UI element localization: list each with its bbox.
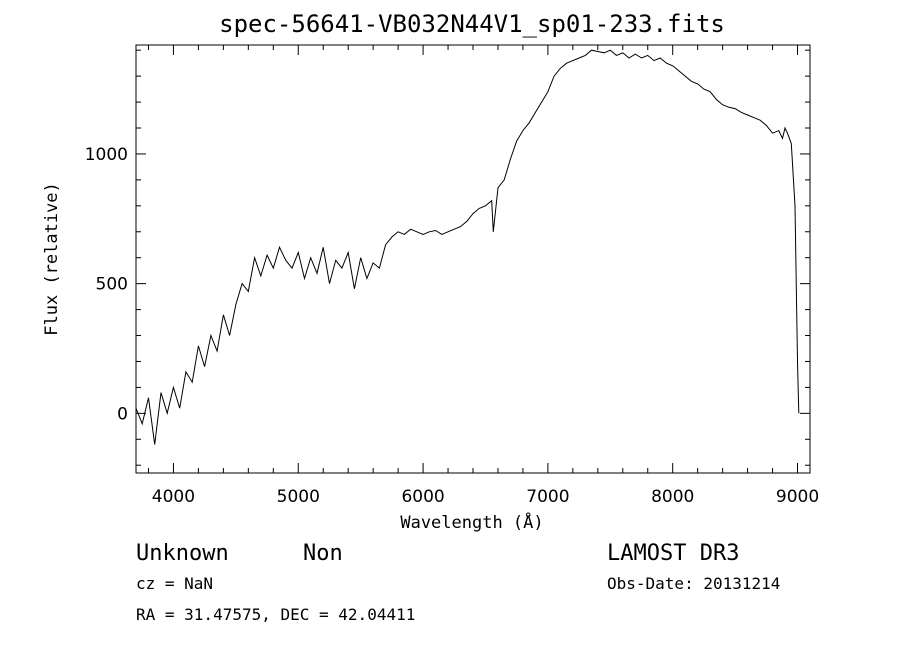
coordinates: RA = 31.47575, DEC = 42.04411: [136, 605, 415, 624]
survey-name: LAMOST DR3: [607, 541, 739, 566]
x-tick-label: 7000: [526, 487, 569, 507]
x-tick-label: 5000: [277, 487, 320, 507]
y-tick-label: 1000: [85, 145, 128, 165]
x-tick-label: 8000: [651, 487, 694, 507]
x-axis-label: Wavelength (Å): [400, 511, 543, 533]
object-subclass: Non: [303, 541, 343, 566]
x-tick-label: 9000: [776, 487, 819, 507]
x-tick-label: 4000: [152, 487, 195, 507]
observation-date: Obs-Date: 20131214: [607, 574, 780, 593]
x-tick-label: 6000: [401, 487, 444, 507]
redshift-cz: cz = NaN: [136, 574, 213, 593]
y-axis-label: Flux (relative): [42, 182, 62, 336]
plot-frame: [135, 44, 811, 474]
chart-title: spec-56641-VB032N44V1_sp01-233.fits: [219, 10, 725, 38]
x-axis-ticks: 4000 5000 6000 7000 8000 9000: [147, 45, 819, 507]
y-tick-label: 0: [117, 404, 128, 424]
y-tick-label: 500: [96, 275, 128, 295]
y-axis-ticks: 0 500 1000: [85, 49, 810, 466]
object-class: Unknown: [136, 541, 229, 566]
flux-series-line: [135, 49, 800, 445]
